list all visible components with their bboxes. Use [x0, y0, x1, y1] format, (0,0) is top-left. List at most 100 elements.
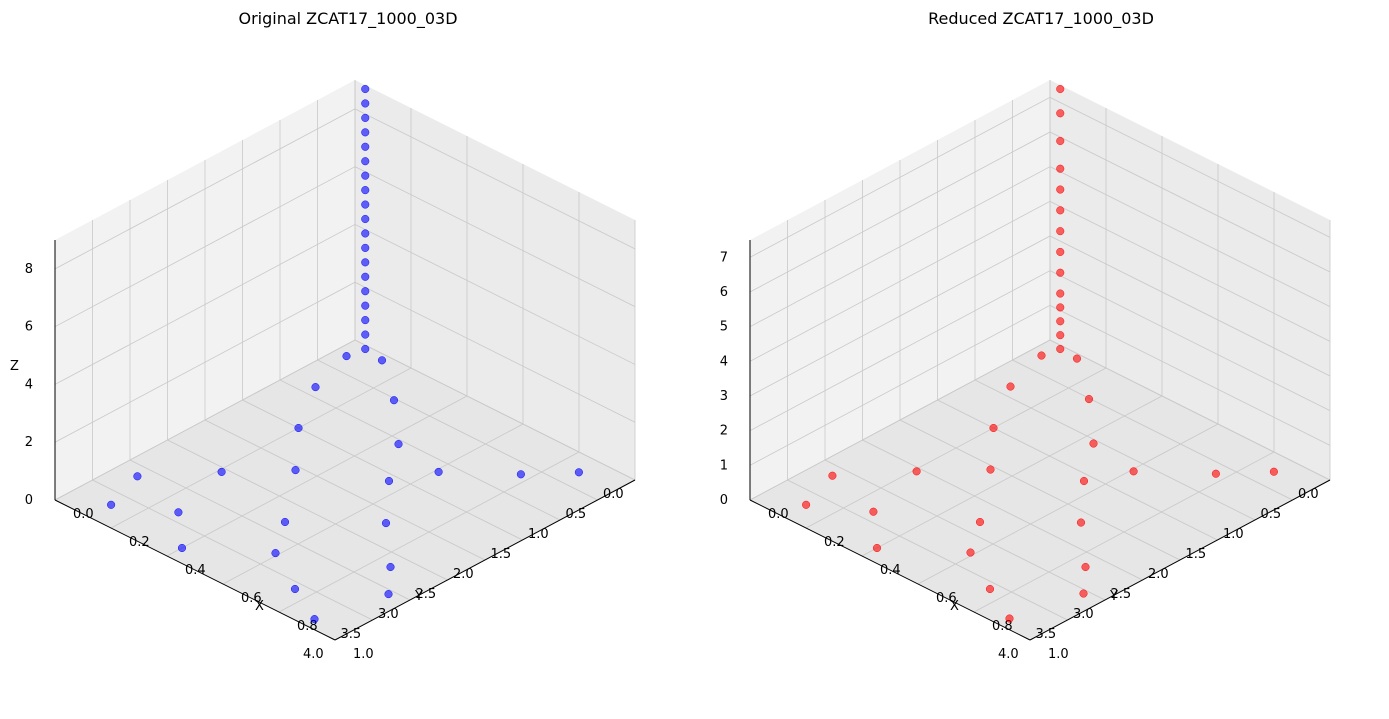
- y-tick-label: 0.5: [566, 507, 587, 522]
- z-tick-label: 4: [25, 377, 33, 392]
- grid-line: [862, 439, 1143, 581]
- data-point: [133, 472, 142, 481]
- data-point: [912, 467, 921, 476]
- grid-line: [54, 108, 356, 270]
- y-tick-label: 3.0: [1073, 607, 1094, 622]
- data-point: [1056, 84, 1065, 94]
- grid-line: [1049, 96, 1331, 238]
- x-tick-label: 0.8: [297, 619, 318, 634]
- y-axis-line: [334, 479, 636, 641]
- data-point: [986, 465, 995, 474]
- data-point: [361, 229, 370, 238]
- data-point: [361, 330, 370, 339]
- x-wall-pane: [355, 80, 635, 480]
- grid-line: [242, 399, 523, 541]
- grid-line: [354, 108, 636, 250]
- data-point: [1211, 469, 1220, 478]
- grid-line: [824, 459, 1106, 601]
- x-tick-label: 0.4: [880, 563, 901, 578]
- data-point: [1005, 614, 1014, 623]
- y-tick-label: 0.0: [1298, 487, 1319, 502]
- grid-line: [54, 281, 356, 443]
- y-tick-label: 1.0: [1223, 527, 1244, 542]
- data-point: [361, 316, 370, 325]
- y-tick-label: 2.0: [1148, 567, 1169, 582]
- data-point: [1089, 439, 1098, 448]
- y-tick-label: 0.5: [1261, 507, 1282, 522]
- z-tick-label: 2: [720, 424, 728, 439]
- x-axis-label: X: [255, 599, 264, 614]
- data-point: [377, 356, 387, 365]
- chart-title: Original ZCAT17_1000_03D: [238, 9, 457, 29]
- data-point: [361, 301, 370, 310]
- grid-line: [1049, 339, 1331, 481]
- data-point: [516, 470, 525, 479]
- data-point: [1056, 289, 1065, 298]
- data-point: [280, 517, 290, 527]
- x-tick-label: 0.4: [185, 563, 206, 578]
- data-point: [290, 584, 300, 594]
- right-3d-scatter-panel: Reduced ZCAT17_1000_03D 0.0 0.2 0.4 0.6 0.8 1…: [720, 9, 1331, 662]
- data-point: [1056, 227, 1065, 236]
- data-point: [386, 562, 395, 572]
- grid-line: [899, 419, 1181, 561]
- data-point: [975, 517, 985, 527]
- y-tick-label: 1.5: [1186, 547, 1207, 562]
- data-point: [1079, 589, 1088, 598]
- grid-line: [92, 479, 373, 621]
- data-point: [966, 548, 975, 557]
- data-point: [985, 584, 995, 594]
- data-point: [1056, 185, 1065, 194]
- x-tick-label: 0.8: [992, 619, 1013, 634]
- data-point: [872, 543, 882, 553]
- x-tick-label: 0.6: [241, 591, 262, 606]
- z-tick-label: 0: [720, 493, 728, 508]
- left-3d-scatter-panel: Original ZCAT17_1000_03D 0.0 0.2 0.4 0.6 0.8…: [10, 9, 636, 662]
- x-axis-label: X: [950, 599, 959, 614]
- z-tick-label: 3: [720, 389, 728, 404]
- data-point: [381, 519, 391, 528]
- data-point: [1056, 136, 1065, 146]
- data-point: [869, 507, 878, 516]
- data-point: [802, 500, 811, 509]
- data-point: [389, 396, 399, 405]
- grid-line: [54, 166, 356, 328]
- z-tick-label: 6: [720, 285, 728, 300]
- data-point: [1056, 303, 1065, 312]
- grid-line: [1049, 235, 1331, 377]
- data-point: [361, 287, 370, 296]
- data-point: [574, 468, 583, 477]
- data-point: [1072, 354, 1082, 363]
- chart-title: Reduced ZCAT17_1000_03D: [928, 9, 1154, 29]
- data-point: [1269, 467, 1278, 476]
- data-point: [361, 113, 370, 122]
- y-tick-label: 3.5: [341, 627, 362, 642]
- grid-line: [54, 339, 356, 501]
- y-axis-line: [1029, 479, 1331, 641]
- data-point: [294, 423, 303, 433]
- data-point: [1006, 382, 1015, 391]
- x-wall-pane: [1050, 80, 1330, 480]
- grid-line: [749, 235, 1051, 397]
- grid-line: [1049, 270, 1331, 412]
- data-point: [174, 508, 183, 517]
- grid-line: [937, 399, 1218, 541]
- grid-line: [749, 96, 1051, 258]
- z-tick-label: 1: [720, 458, 728, 473]
- grid-line: [167, 439, 448, 581]
- grid-line: [787, 479, 1068, 621]
- data-point: [361, 99, 370, 108]
- data-point: [1076, 518, 1086, 527]
- data-point: [1037, 351, 1046, 360]
- data-point: [361, 200, 370, 209]
- grid-line: [354, 224, 636, 365]
- y-tick-label: 3.0: [378, 607, 399, 622]
- data-point: [217, 467, 226, 476]
- grid-line: [749, 200, 1051, 362]
- x-tick-label: 0.0: [73, 507, 94, 522]
- data-point: [291, 466, 300, 475]
- y-tick-label: 0.0: [603, 487, 624, 502]
- data-point: [361, 272, 370, 281]
- data-point: [361, 243, 370, 252]
